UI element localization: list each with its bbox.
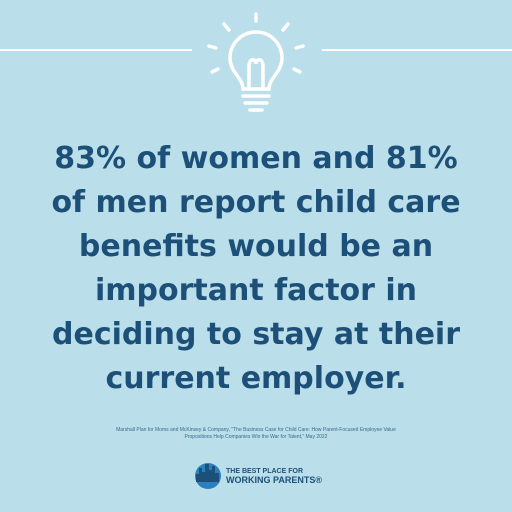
statement: 83% of women and 81% of men report child…	[51, 141, 460, 396]
statement-line: benefits would be an	[79, 229, 433, 264]
statement-line: current employer.	[105, 361, 406, 396]
statement-line: deciding to stay at their	[52, 317, 460, 352]
logo-line1: THE BEST PLACE FOR	[226, 468, 303, 475]
citation-line: Propositions Help Companies Win the War …	[185, 434, 328, 440]
statement-line: 83% of women and 81%	[54, 141, 457, 176]
logo: THE BEST PLACE FOR WORKING PARENTS®	[195, 463, 322, 489]
logo-line2: WORKING PARENTS®	[226, 475, 322, 485]
statement-line: important factor in	[95, 273, 417, 308]
citation: Marshall Plan for Moms and McKinsey & Co…	[116, 427, 396, 440]
citation-line: Marshall Plan for Moms and McKinsey & Co…	[116, 427, 396, 433]
statement-line: of men report child care	[51, 185, 460, 220]
lightbulb-icon	[207, 12, 305, 112]
logo-skyline	[196, 464, 219, 482]
